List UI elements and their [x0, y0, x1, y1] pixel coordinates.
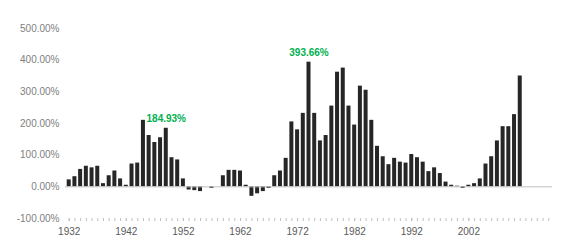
- svg-text:1952: 1952: [172, 226, 195, 237]
- svg-text:184.93%: 184.93%: [147, 113, 187, 124]
- svg-text:100.00%: 100.00%: [20, 149, 60, 160]
- svg-text:500.00%: 500.00%: [20, 23, 60, 34]
- svg-text:1962: 1962: [229, 226, 252, 237]
- svg-text:1932: 1932: [58, 226, 81, 237]
- svg-text:1972: 1972: [286, 226, 309, 237]
- svg-text:1992: 1992: [401, 226, 424, 237]
- svg-text:400.00%: 400.00%: [20, 54, 60, 65]
- svg-text:1942: 1942: [115, 226, 138, 237]
- svg-text:2002: 2002: [458, 226, 481, 237]
- svg-text:-100.00%: -100.00%: [17, 213, 60, 224]
- svg-text:393.66%: 393.66%: [289, 47, 329, 58]
- svg-text:1982: 1982: [344, 226, 367, 237]
- svg-text:200.00%: 200.00%: [20, 118, 60, 129]
- svg-text:300.00%: 300.00%: [20, 86, 60, 97]
- svg-text:0.00%: 0.00%: [31, 181, 59, 192]
